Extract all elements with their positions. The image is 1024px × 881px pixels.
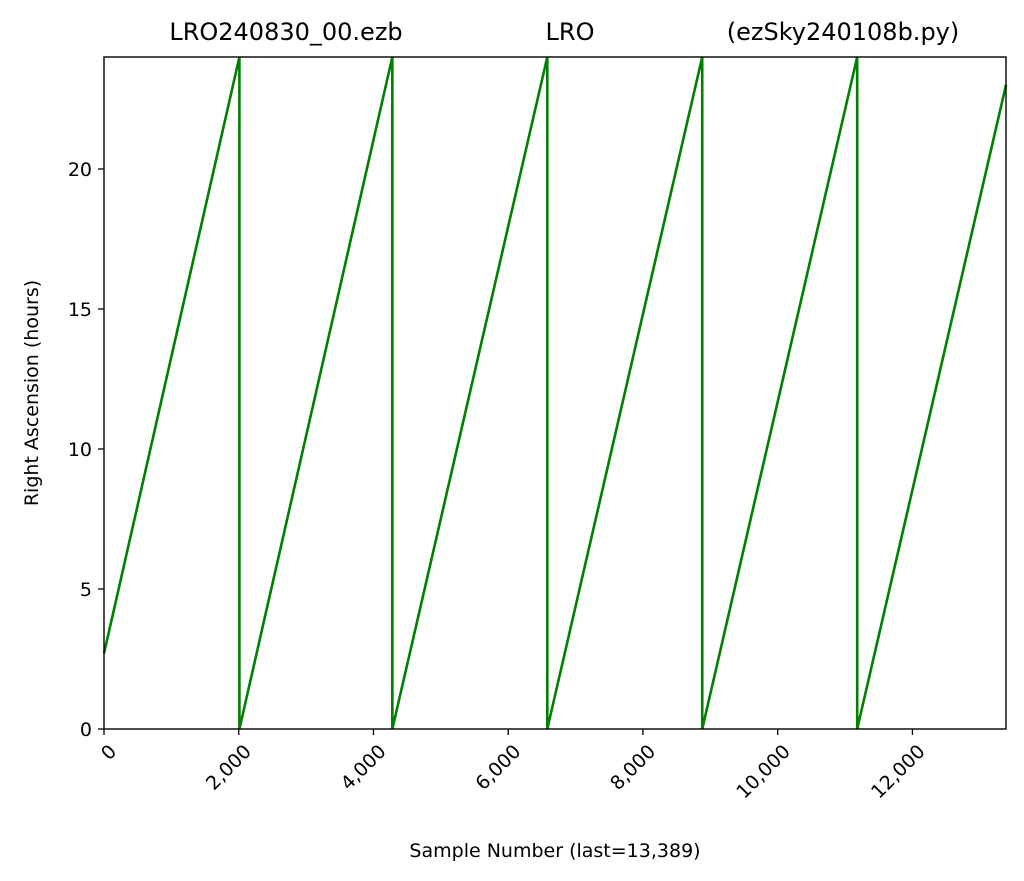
chart-title-station: LRO <box>546 18 595 46</box>
chart-title-filename: LRO240830_00.ezb <box>169 18 402 46</box>
x-axis-label: Sample Number (last=13,389) <box>409 840 700 862</box>
x-tick-label: 4,000 <box>337 741 391 795</box>
y-axis-ticks: 0 5 10 15 20 <box>68 159 104 741</box>
plot-frame <box>103 56 1007 730</box>
chart-title: LRO240830_00.ezb LRO (ezSky240108b.py) <box>169 18 959 46</box>
x-axis-ticks: 0 2,000 4,000 6,000 8,000 10,000 12,000 <box>97 729 930 803</box>
x-tick-label: 10,000 <box>732 741 795 804</box>
x-tick-label: 12,000 <box>867 741 930 804</box>
x-tick-label: 6,000 <box>471 741 525 795</box>
chart-title-program: (ezSky240108b.py) <box>727 18 960 46</box>
ra-series-line-0 <box>102 56 1008 730</box>
y-tick-label: 0 <box>80 719 92 741</box>
y-tick-label: 5 <box>80 579 92 601</box>
series-lines <box>102 56 1008 730</box>
x-tick-label: 0 <box>97 741 121 765</box>
x-tick-label: 8,000 <box>606 741 660 795</box>
y-tick-label: 20 <box>68 159 92 181</box>
y-tick-label: 10 <box>68 439 92 461</box>
y-axis-label: Right Ascension (hours) <box>21 280 43 506</box>
x-tick-label: 2,000 <box>202 741 256 795</box>
y-tick-label: 15 <box>68 299 92 321</box>
